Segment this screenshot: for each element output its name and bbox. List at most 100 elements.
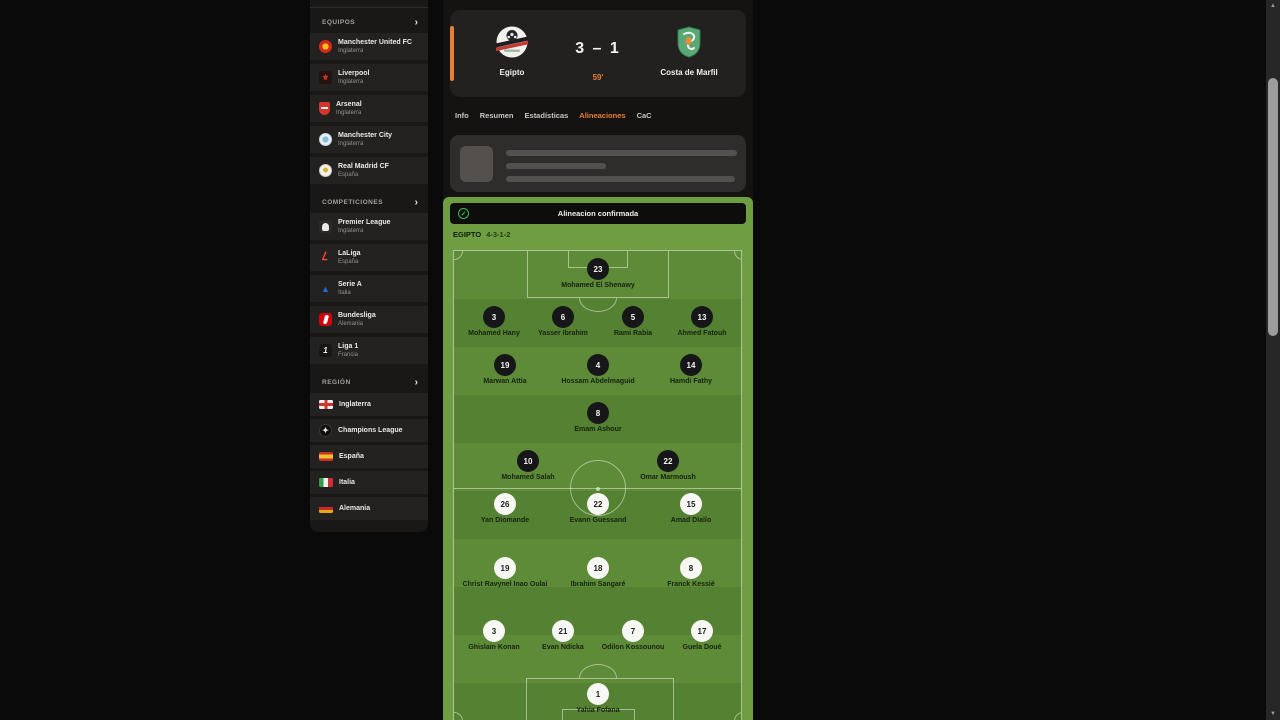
sidebar-item-serie-a[interactable]: Serie A Italia [310, 275, 428, 302]
home-team-block[interactable]: Egipto [467, 26, 557, 77]
home-team-name: Egipto [499, 68, 525, 77]
corner-arc [454, 712, 463, 720]
player-name: Yasser Ibrahim [538, 330, 588, 337]
corner-arc [734, 251, 741, 260]
away-team-block[interactable]: Costa de Marfil [644, 26, 734, 77]
sidebar-item-text: Arsenal Inglaterra [336, 101, 362, 116]
sidebar-item-text: Manchester City Inglaterra [338, 132, 392, 147]
formation-team-label: EGIPTO [453, 230, 482, 239]
scrollbar-up-arrow-icon[interactable]: ▲ [1270, 3, 1276, 9]
sidebar-item-liga-1[interactable]: Liga 1 Francia [310, 337, 428, 364]
player-number: 4 [587, 354, 609, 376]
sidebar-item-sublabel: Italia [338, 290, 351, 296]
sidebar-item-text: LaLiga España [338, 250, 361, 265]
player-name: Evann Guessand [569, 517, 627, 524]
skeleton-bar [506, 150, 737, 156]
player-number: 1 [587, 683, 609, 705]
player-number: 23 [587, 258, 609, 280]
sidebar-item-arsenal[interactable]: Arsenal Inglaterra [310, 95, 428, 122]
player-number: 3 [483, 306, 505, 328]
match-header-card[interactable]: Egipto 3 – 1 59' Costa de Marfil [450, 10, 746, 97]
penalty-area-bottom [526, 678, 674, 720]
sidebar-item-sublabel: Inglaterra [338, 48, 364, 54]
sidebar-item-champions-league[interactable]: Champions League [310, 419, 428, 442]
sidebar-item-alemania[interactable]: Alemania [310, 497, 428, 520]
sidebar-item-sublabel: Inglaterra [338, 79, 364, 85]
player-number: 5 [622, 306, 644, 328]
sidebar-item-text: España [339, 453, 364, 460]
sidebar-item-text: Champions League [338, 427, 403, 434]
sidebar-item-sublabel: Alemania [338, 321, 364, 327]
sidebar-item-label: Italia [339, 479, 355, 486]
sidebar-item-text: Alemania [339, 505, 370, 512]
player-number: 10 [517, 450, 539, 472]
check-circle-icon: ✓ [458, 208, 469, 219]
player-name: Odilon Kossounou [601, 644, 665, 651]
football-pitch: 23 Mohamed El Shenawy 3 Mohamed Hany 6 Yasser… [453, 250, 742, 720]
sidebar-item-manchester-city[interactable]: Manchester City Inglaterra [310, 126, 428, 153]
germany-flag-icon [319, 504, 333, 513]
sidebar-section-title: EQUIPOS [322, 19, 356, 26]
live-indicator-bar [450, 26, 454, 81]
player-number: 8 [587, 402, 609, 424]
corner-arc [734, 712, 741, 720]
player-number: 7 [622, 620, 644, 642]
player-number: 13 [691, 306, 713, 328]
sidebar-item-label: Manchester United FC [338, 39, 412, 46]
player-name: Rami Rabia [613, 330, 653, 337]
tab-cac[interactable]: CaC [636, 111, 652, 120]
ivory-coast-badge-icon [673, 26, 705, 58]
ligue-1-crest-icon [319, 344, 332, 357]
sidebar-item-sublabel: Inglaterra [338, 141, 364, 147]
scrollbar-down-arrow-icon[interactable]: ▼ [1270, 711, 1276, 717]
player-name: Mohamed Hany [468, 330, 520, 337]
laliga-crest-icon [319, 251, 332, 264]
chevron-right-icon[interactable]: › [414, 16, 418, 28]
player-name: Marwan Attia [483, 378, 527, 385]
player-number: 19 [494, 557, 516, 579]
player-number: 6 [552, 306, 574, 328]
score: 3 – 1 [575, 40, 621, 57]
manchester-united-crest-icon [319, 40, 332, 53]
sidebar-item-espa-a[interactable]: España [310, 445, 428, 468]
sidebar-item-label: Bundesliga [338, 312, 376, 319]
sidebar-section-header: REGIÓN › [310, 368, 428, 393]
player-name: Hossam Abdelmaguid [561, 378, 635, 385]
sidebar-item-italia[interactable]: Italia [310, 471, 428, 494]
skeleton-avatar [460, 146, 493, 182]
sidebar-item-laliga[interactable]: LaLiga España [310, 244, 428, 271]
lineup-section: ✓ Alineacion confirmada EGIPTO 4-3-1-2 2… [443, 197, 753, 720]
player-number: 22 [657, 450, 679, 472]
tab-info[interactable]: Info [455, 111, 469, 120]
lineup-confirmed-banner: ✓ Alineacion confirmada [450, 203, 746, 224]
tab-alineaciones[interactable]: Alineaciones [579, 111, 626, 120]
sidebar-item-label: Liga 1 [338, 343, 359, 350]
away-team-name: Costa de Marfil [660, 68, 718, 77]
sidebar-item-text: Italia [339, 479, 355, 486]
sidebar-item-premier-league[interactable]: Premier League Inglaterra [310, 213, 428, 240]
chevron-right-icon[interactable]: › [414, 196, 418, 208]
sidebar-item-label: Liverpool [338, 70, 370, 77]
penalty-arc-bottom [579, 664, 617, 678]
real-madrid-crest-icon [319, 164, 332, 177]
serie-a-crest-icon [319, 282, 332, 295]
tab-estad-sticas[interactable]: Estadísticas [524, 111, 569, 120]
center-spot [596, 487, 600, 491]
sidebar-item-label: Manchester City [338, 132, 393, 139]
corner-arc [454, 251, 463, 260]
sidebar-item-real-madrid-cf[interactable]: Real Madrid CF España [310, 157, 428, 184]
sidebar-item-label: Serie A [338, 281, 362, 288]
chevron-right-icon[interactable]: › [414, 376, 418, 388]
player-name: Emam Ashour [574, 426, 622, 433]
sidebar-item-liverpool[interactable]: Liverpool Inglaterra [310, 64, 428, 91]
sidebar-item-bundesliga[interactable]: Bundesliga Alemania [310, 306, 428, 333]
tab-resumen[interactable]: Resumen [479, 111, 514, 120]
sidebar-item-inglaterra[interactable]: Inglaterra [310, 393, 428, 416]
player-number: 18 [587, 557, 609, 579]
sidebar-item-text: Manchester United FC Inglaterra [338, 39, 412, 54]
player-name: Omar Marmoush [640, 474, 696, 481]
page-scrollbar[interactable]: ▲ ▼ [1266, 0, 1280, 720]
scrollbar-thumb[interactable] [1268, 78, 1278, 336]
player-name: Guela Doué [682, 644, 722, 651]
sidebar-item-manchester-united-fc[interactable]: Manchester United FC Inglaterra [310, 33, 428, 60]
